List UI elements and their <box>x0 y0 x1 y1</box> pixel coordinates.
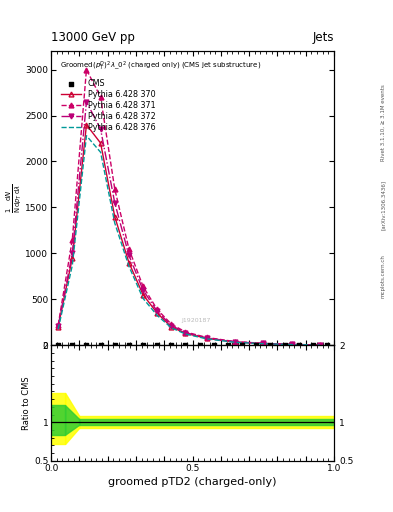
CMS <box>55 341 61 349</box>
Pythia 6.428 371 <box>289 342 294 348</box>
Line: Pythia 6.428 376: Pythia 6.428 376 <box>58 136 320 345</box>
Pythia 6.428 370 <box>183 330 188 336</box>
Pythia 6.428 372 <box>169 323 174 329</box>
CMS <box>83 341 90 349</box>
Pythia 6.428 370 <box>289 342 294 348</box>
Line: Pythia 6.428 370: Pythia 6.428 370 <box>56 122 322 348</box>
Pythia 6.428 371 <box>127 246 131 252</box>
Text: Rivet 3.1.10, ≥ 3.1M events: Rivet 3.1.10, ≥ 3.1M events <box>381 84 386 161</box>
CMS <box>239 341 245 349</box>
Pythia 6.428 370 <box>56 324 61 330</box>
CMS <box>211 341 217 349</box>
Text: Jets: Jets <box>312 31 334 44</box>
CMS <box>267 341 274 349</box>
Pythia 6.428 371 <box>84 67 89 73</box>
Text: Groomed$(p_T^D)^2\lambda\_0^2$ (charged only) (CMS jet substructure): Groomed$(p_T^D)^2\lambda\_0^2$ (charged … <box>60 60 261 73</box>
Legend: CMS, Pythia 6.428 370, Pythia 6.428 371, Pythia 6.428 372, Pythia 6.428 376: CMS, Pythia 6.428 370, Pythia 6.428 371,… <box>58 76 159 135</box>
Pythia 6.428 370 <box>70 255 75 261</box>
CMS <box>126 341 132 349</box>
Pythia 6.428 376 <box>169 325 174 331</box>
Pythia 6.428 376 <box>261 340 266 347</box>
Pythia 6.428 371 <box>155 306 160 312</box>
Pythia 6.428 376 <box>204 336 209 342</box>
CMS <box>196 341 203 349</box>
Pythia 6.428 371 <box>233 338 237 345</box>
CMS <box>324 341 330 349</box>
Pythia 6.428 370 <box>112 214 117 220</box>
Text: J1920187: J1920187 <box>181 318 211 323</box>
Pythia 6.428 372 <box>141 287 145 293</box>
CMS <box>281 341 288 349</box>
Pythia 6.428 370 <box>127 260 131 266</box>
Pythia 6.428 376 <box>56 326 61 332</box>
Pythia 6.428 376 <box>127 263 131 269</box>
Pythia 6.428 372 <box>289 342 294 348</box>
Pythia 6.428 370 <box>155 310 160 316</box>
Line: Pythia 6.428 372: Pythia 6.428 372 <box>56 99 322 348</box>
Pythia 6.428 371 <box>141 283 145 289</box>
CMS <box>225 341 231 349</box>
Pythia 6.428 376 <box>183 331 188 337</box>
Pythia 6.428 371 <box>261 340 266 347</box>
Pythia 6.428 370 <box>261 340 266 347</box>
Pythia 6.428 372 <box>261 340 266 347</box>
CMS <box>154 341 160 349</box>
CMS <box>168 341 174 349</box>
Pythia 6.428 371 <box>183 329 188 335</box>
Pythia 6.428 376 <box>112 220 117 226</box>
Pythia 6.428 370 <box>141 292 145 298</box>
Pythia 6.428 376 <box>289 342 294 348</box>
Pythia 6.428 376 <box>84 133 89 139</box>
Pythia 6.428 371 <box>56 322 61 328</box>
Pythia 6.428 370 <box>98 140 103 146</box>
Pythia 6.428 372 <box>98 126 103 133</box>
CMS <box>296 341 302 349</box>
Pythia 6.428 371 <box>70 237 75 243</box>
Line: Pythia 6.428 371: Pythia 6.428 371 <box>56 67 322 347</box>
Pythia 6.428 372 <box>84 99 89 105</box>
Text: mcplots.cern.ch: mcplots.cern.ch <box>381 254 386 298</box>
Pythia 6.428 376 <box>318 342 322 348</box>
Pythia 6.428 372 <box>127 252 131 258</box>
Pythia 6.428 372 <box>70 250 75 257</box>
Pythia 6.428 371 <box>169 321 174 327</box>
Pythia 6.428 376 <box>155 312 160 318</box>
Pythia 6.428 371 <box>98 94 103 100</box>
Pythia 6.428 372 <box>112 200 117 206</box>
CMS <box>253 341 259 349</box>
CMS <box>182 341 189 349</box>
Pythia 6.428 371 <box>112 186 117 192</box>
Pythia 6.428 371 <box>204 334 209 340</box>
Pythia 6.428 376 <box>98 149 103 155</box>
CMS <box>112 341 118 349</box>
Pythia 6.428 376 <box>141 295 145 302</box>
Pythia 6.428 370 <box>204 335 209 342</box>
Text: [arXiv:1306.3436]: [arXiv:1306.3436] <box>381 180 386 230</box>
Pythia 6.428 372 <box>204 335 209 341</box>
Pythia 6.428 370 <box>233 339 237 345</box>
Pythia 6.428 372 <box>183 330 188 336</box>
Pythia 6.428 376 <box>233 339 237 346</box>
Pythia 6.428 372 <box>233 339 237 345</box>
Pythia 6.428 372 <box>318 342 322 348</box>
Pythia 6.428 370 <box>318 342 322 348</box>
Pythia 6.428 372 <box>56 323 61 329</box>
Pythia 6.428 372 <box>155 308 160 314</box>
X-axis label: groomed pTD2 (charged-only): groomed pTD2 (charged-only) <box>108 477 277 487</box>
Pythia 6.428 371 <box>318 342 322 348</box>
CMS <box>97 341 104 349</box>
Text: 13000 GeV pp: 13000 GeV pp <box>51 31 135 44</box>
Y-axis label: Ratio to CMS: Ratio to CMS <box>22 376 31 430</box>
CMS <box>140 341 146 349</box>
Pythia 6.428 370 <box>169 324 174 330</box>
Pythia 6.428 376 <box>70 262 75 268</box>
Pythia 6.428 370 <box>84 122 89 128</box>
CMS <box>310 341 316 349</box>
CMS <box>69 341 75 349</box>
Y-axis label: $\frac{1}{\mathrm{N}}\frac{\mathrm{d}N}{\mathrm{d}p_T\,\mathrm{d}\lambda}$: $\frac{1}{\mathrm{N}}\frac{\mathrm{d}N}{… <box>5 183 24 213</box>
